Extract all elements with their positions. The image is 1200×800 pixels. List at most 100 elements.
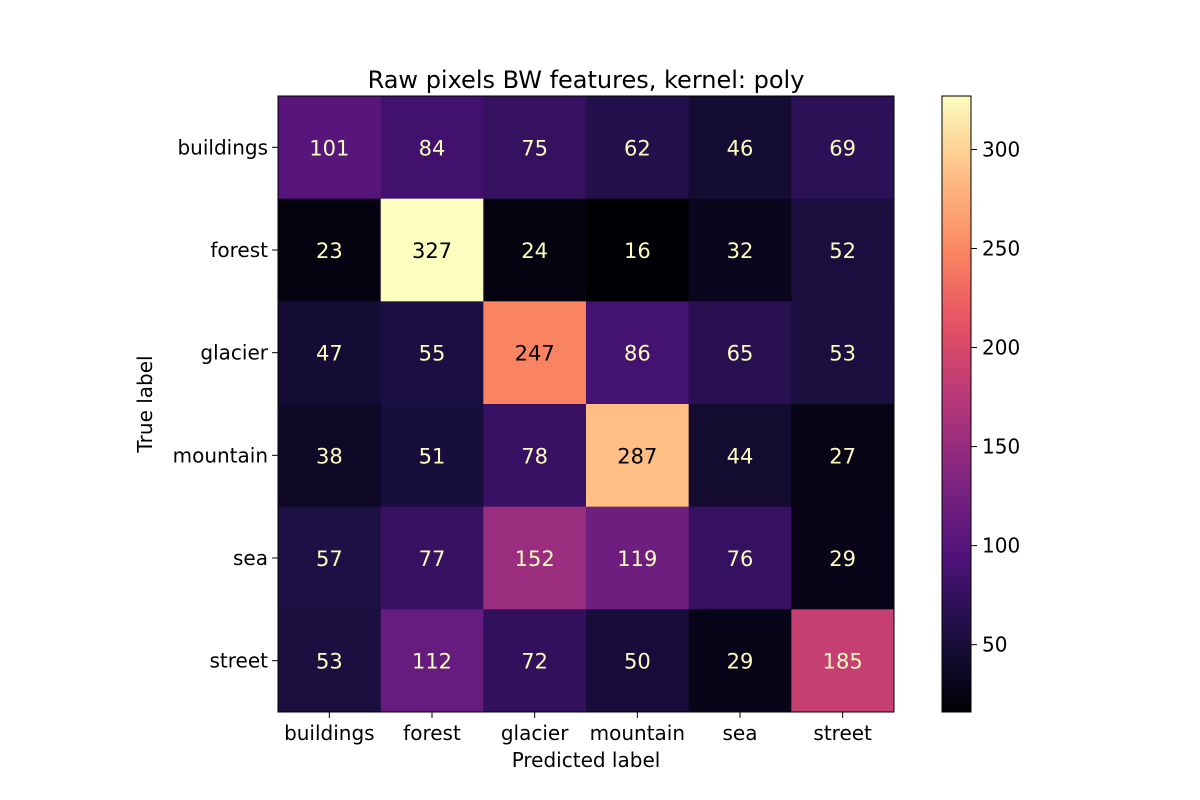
cell-value-label: 185 [823, 650, 863, 674]
cell-value-label: 47 [316, 342, 343, 366]
cell-value-label: 119 [617, 547, 657, 571]
cell-value-label: 152 [515, 547, 555, 571]
chart-title: Raw pixels BW features, kernel: poly [368, 66, 805, 94]
y-tick-label: glacier [200, 341, 268, 365]
x-tick-label: buildings [284, 721, 375, 745]
heatmap-cell [688, 506, 792, 610]
cell-value-label: 72 [521, 650, 548, 674]
x-tick-label: street [813, 721, 872, 745]
heatmap-cell [380, 301, 484, 405]
cell-value-label: 75 [521, 136, 548, 160]
cell-value-label: 84 [419, 136, 446, 160]
heatmap-cell [278, 506, 382, 610]
colorbar-tick-label: 200 [982, 336, 1020, 360]
cell-value-label: 55 [419, 342, 446, 366]
colorbar-ticks: 50 100 150 200 250 300 [971, 137, 1020, 657]
cell-value-label: 62 [624, 136, 651, 160]
cell-value-label: 29 [829, 547, 856, 571]
colorbar [941, 95, 972, 713]
heatmap-cell [586, 301, 690, 405]
colorbar-tick-label: 150 [982, 435, 1020, 459]
cell-value-label: 23 [316, 239, 343, 263]
colorbar-tick-label: 300 [982, 137, 1020, 161]
cell-value-label: 57 [316, 547, 343, 571]
heatmap-cell [586, 506, 690, 610]
cell-value-label: 112 [412, 650, 452, 674]
heatmap-cell [586, 609, 690, 713]
heatmap-cell [278, 198, 382, 302]
cell-value-label: 16 [624, 239, 651, 263]
x-tick-label: glacier [501, 721, 569, 745]
heatmap-cell [688, 198, 792, 302]
heatmap-cell [278, 96, 382, 200]
cell-value-label: 76 [727, 547, 754, 571]
colorbar-tick-label: 100 [982, 534, 1020, 558]
heatmap-cell [380, 609, 484, 713]
heatmap-cell [380, 198, 484, 302]
cell-value-label: 65 [727, 342, 754, 366]
heatmap-cell [380, 506, 484, 610]
y-axis-ticks: buildings forest glacier mountain sea street [173, 135, 278, 673]
heatmap-cell [483, 96, 587, 200]
cell-value-label: 46 [727, 136, 754, 160]
x-tick-label: mountain [590, 721, 685, 745]
heatmap-cell [483, 301, 587, 405]
heatmap-cell [688, 96, 792, 200]
heatmap-cell [791, 198, 895, 302]
heatmap-cell [586, 198, 690, 302]
x-tick-label: sea [723, 721, 758, 745]
cell-value-label: 327 [412, 239, 452, 263]
heatmap-cell [483, 609, 587, 713]
cell-value-label: 32 [727, 239, 754, 263]
cell-value-label: 78 [521, 444, 548, 468]
cell-value-label: 50 [624, 650, 651, 674]
x-tick-label: forest [403, 721, 461, 745]
cell-value-label: 38 [316, 444, 343, 468]
y-axis-label: True label [133, 355, 157, 453]
heatmap-cell [791, 506, 895, 610]
x-axis-ticks: buildings forest glacier mountain sea street [284, 712, 872, 745]
heatmap-cell [278, 301, 382, 405]
heatmap-cell [483, 506, 587, 610]
heatmap-cell [380, 96, 484, 200]
cell-value-label: 29 [727, 650, 754, 674]
cell-value-label: 27 [829, 444, 856, 468]
heatmap-cell [791, 96, 895, 200]
heatmap-cell [688, 301, 792, 405]
cell-value-label: 86 [624, 342, 651, 366]
heatmap-cell [380, 404, 484, 508]
y-tick-label: mountain [173, 443, 268, 467]
heatmap-cell [483, 198, 587, 302]
plot-frame [277, 95, 895, 713]
cell-value-label: 69 [829, 136, 856, 160]
heatmap-cells: 101 84 75 62 46 69 23 327 24 16 32 52 47 55 247 86 65 53 3… [278, 96, 895, 713]
colorbar-tick-label: 50 [982, 633, 1007, 657]
cell-value-label: 44 [727, 444, 754, 468]
heatmap-cell [483, 404, 587, 508]
heatmap-cell [791, 404, 895, 508]
cell-value-label: 77 [419, 547, 446, 571]
cell-value-label: 101 [309, 136, 349, 160]
heatmap-cell [586, 96, 690, 200]
heatmap-cell [278, 404, 382, 508]
cell-value-label: 287 [617, 444, 657, 468]
cell-value-label: 53 [316, 650, 343, 674]
heatmap-cell [688, 404, 792, 508]
cell-value-label: 52 [829, 239, 856, 263]
y-tick-label: street [210, 649, 269, 673]
cell-value-label: 53 [829, 342, 856, 366]
cell-value-label: 247 [515, 342, 555, 366]
heatmap-cell [791, 609, 895, 713]
x-axis-label: Predicted label [512, 748, 661, 772]
colorbar-tick-label: 250 [982, 237, 1020, 261]
heatmap-cell [688, 609, 792, 713]
y-tick-label: buildings [177, 135, 268, 159]
heatmap-cell [586, 404, 690, 508]
heatmap-cell [278, 609, 382, 713]
cell-value-label: 51 [419, 444, 446, 468]
cell-value-label: 24 [521, 239, 548, 263]
y-tick-label: forest [210, 238, 268, 262]
y-tick-label: sea [233, 546, 268, 570]
heatmap-cell [791, 301, 895, 405]
